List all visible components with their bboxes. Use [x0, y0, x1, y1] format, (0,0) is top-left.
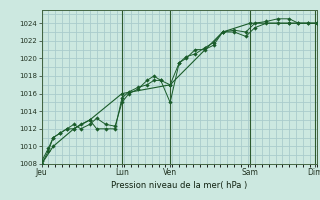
X-axis label: Pression niveau de la mer( hPa ): Pression niveau de la mer( hPa ) — [111, 181, 247, 190]
